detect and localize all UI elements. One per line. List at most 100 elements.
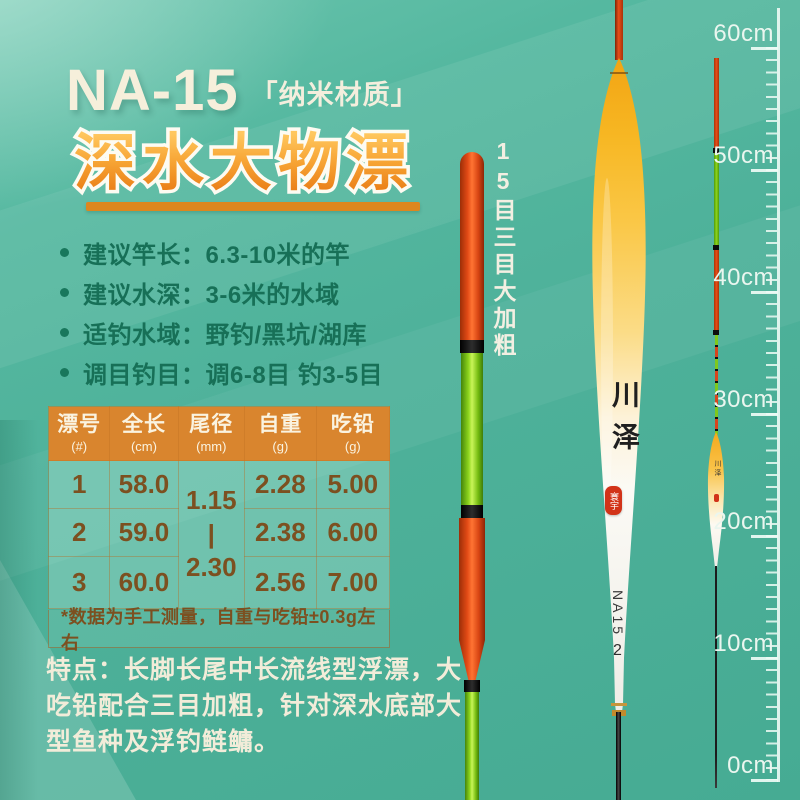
main-float-antenna bbox=[615, 0, 623, 60]
header: NA-15 「纳米材质」 bbox=[66, 62, 419, 120]
col-label: 尾径 bbox=[189, 413, 234, 437]
col-unit: (cm) bbox=[130, 438, 157, 454]
model-title: NA-15 bbox=[66, 58, 239, 123]
cell-weight: 2.56 bbox=[244, 556, 317, 609]
small-float-body-image: 川泽 bbox=[706, 432, 726, 568]
subtitle-outline: 深水大物漂 bbox=[70, 125, 414, 201]
cell-weight: 2.38 bbox=[244, 508, 317, 557]
cell-length: 60.0 bbox=[109, 556, 179, 609]
size-number-label: 2 bbox=[613, 642, 622, 659]
col-header-lead: 吃铅 (g) bbox=[315, 406, 391, 461]
tail-max: 2.30 bbox=[186, 552, 237, 583]
tail-min: 1.15 bbox=[186, 484, 237, 515]
table-row: 1 58.0 1.15 | 2.30 2.28 5.00 bbox=[47, 460, 391, 609]
ruler-label-40cm: 40cm bbox=[713, 264, 774, 291]
col-unit: (g) bbox=[344, 438, 361, 454]
brand-seal-stamp: 寰宇 bbox=[605, 486, 622, 515]
main-float-body-shape bbox=[592, 58, 646, 712]
tail-segment-green bbox=[713, 153, 719, 245]
brand-calligraphy: 川泽 bbox=[608, 380, 641, 464]
cell-no: 2 bbox=[47, 508, 111, 557]
cell-no: 1 bbox=[47, 460, 111, 509]
col-header-weight: 自重 (g) bbox=[244, 406, 317, 461]
spec-text: 建议竿长：6.3-10米的竿 bbox=[83, 241, 351, 269]
float-tip-annotation: 15目三目大加粗 bbox=[490, 138, 516, 360]
table-header-row: 漂号 (#) 全长 (cm) 尾径 (mm) 自重 (g) 吃铅 (g) bbox=[47, 406, 391, 461]
spec-text: 调目钓目：调6-8目 钓3-5目 bbox=[83, 361, 384, 389]
col-unit: (mm) bbox=[196, 438, 227, 454]
brand-seal-stamp-small bbox=[714, 494, 719, 502]
tail-segment-red bbox=[460, 152, 484, 340]
col-label: 吃铅 bbox=[330, 413, 375, 437]
col-header-no: 漂号 (#) bbox=[47, 406, 111, 461]
subtitle-wrap: 深水大物漂 深水大物漂 bbox=[70, 125, 415, 201]
col-header-tail-diameter: 尾径 (mm) bbox=[177, 406, 246, 461]
ruler-line bbox=[777, 8, 780, 782]
cell-tail-diameter-merged: 1.15 | 2.30 bbox=[177, 460, 246, 609]
small-float-tail bbox=[712, 58, 720, 435]
brand-calligraphy-small: 川泽 bbox=[714, 460, 722, 478]
spec-bullet: 建议水深：3-6米的水域 bbox=[60, 272, 383, 312]
float-tail-closeup-image bbox=[458, 152, 486, 800]
tail-segment-red-thick bbox=[459, 518, 485, 640]
ruler-label-60cm: 60cm bbox=[713, 20, 774, 47]
background-left-shade bbox=[0, 420, 38, 800]
tail-band-black bbox=[460, 340, 484, 353]
model-code-label: NA15 bbox=[610, 590, 626, 638]
spec-text: 适钓水域：野钓/黑坑/湖库 bbox=[83, 321, 367, 349]
ruler-major-tick bbox=[751, 535, 778, 538]
feature-paragraph: 特点：长脚长尾中长流线型浮漂，大吃铅配合三目加粗，针对深水底部大型鱼种及浮钓鲢鳙… bbox=[46, 656, 463, 756]
table-row: 3 60.0 2.56 7.00 bbox=[47, 556, 391, 609]
main-float-foot bbox=[616, 712, 621, 800]
col-label: 自重 bbox=[258, 413, 303, 437]
ruler-major-tick bbox=[751, 47, 778, 50]
spec-bullet-list: 建议竿长：6.3-10米的竿 建议水深：3-6米的水域 适钓水域：野钓/黑坑/湖… bbox=[60, 232, 383, 392]
tail-segment-red bbox=[713, 58, 719, 148]
spec-bullet: 调目钓目：调6-8目 钓3-5目 bbox=[60, 352, 383, 392]
spec-bullet: 适钓水域：野钓/黑坑/湖库 bbox=[60, 312, 383, 352]
col-header-length: 全长 (cm) bbox=[109, 406, 179, 461]
col-unit: (g) bbox=[272, 438, 289, 454]
tail-band-black bbox=[713, 148, 719, 153]
col-label: 漂号 bbox=[57, 413, 102, 437]
ruler-major-tick bbox=[751, 169, 778, 172]
gold-band bbox=[611, 703, 627, 706]
material-tag: 「纳米材质」 bbox=[250, 80, 419, 110]
tail-segment-red bbox=[713, 250, 719, 330]
bullet-dot-icon bbox=[60, 247, 69, 257]
ruler-major-tick bbox=[751, 779, 778, 782]
ruler-major-tick bbox=[751, 657, 778, 660]
ruler-label-10cm: 10cm bbox=[713, 630, 774, 657]
tail-separator: | bbox=[207, 518, 215, 549]
tail-striped-thin-section bbox=[714, 335, 718, 435]
ruler-label-30cm: 30cm bbox=[713, 386, 774, 413]
bullet-dot-icon bbox=[60, 327, 69, 337]
page-title: 深水大物漂 bbox=[74, 129, 415, 198]
cell-length: 59.0 bbox=[109, 508, 179, 557]
bullet-dot-icon bbox=[60, 287, 69, 297]
spec-bullet: 建议竿长：6.3-10米的竿 bbox=[60, 232, 383, 272]
col-label: 全长 bbox=[121, 413, 166, 437]
ruler-major-tick bbox=[751, 413, 778, 416]
spec-text: 建议水深：3-6米的水域 bbox=[83, 281, 340, 309]
small-float-foot bbox=[715, 566, 717, 788]
tail-segment-red-taper bbox=[459, 640, 485, 680]
cell-length: 58.0 bbox=[109, 460, 179, 509]
cell-lead: 6.00 bbox=[315, 508, 391, 557]
tail-band-black bbox=[461, 505, 483, 518]
main-float-body-image: 川泽 寰宇 NA15 2 bbox=[586, 58, 652, 716]
cell-lead: 7.00 bbox=[315, 556, 391, 609]
cell-no: 3 bbox=[47, 556, 111, 609]
tail-band-black bbox=[713, 330, 719, 335]
col-unit: (#) bbox=[71, 438, 88, 454]
bullet-dot-icon bbox=[60, 367, 69, 377]
ruler-label-50cm: 50cm bbox=[713, 142, 774, 169]
cell-weight: 2.28 bbox=[244, 460, 317, 509]
tail-band-black bbox=[464, 680, 480, 692]
spec-table: 漂号 (#) 全长 (cm) 尾径 (mm) 自重 (g) 吃铅 (g) bbox=[47, 406, 391, 609]
tail-segment-green-thin bbox=[465, 692, 479, 800]
table-row: 2 59.0 2.38 6.00 bbox=[47, 508, 391, 557]
ruler-label-0cm: 0cm bbox=[727, 752, 774, 779]
title-underline-bar bbox=[86, 202, 420, 211]
